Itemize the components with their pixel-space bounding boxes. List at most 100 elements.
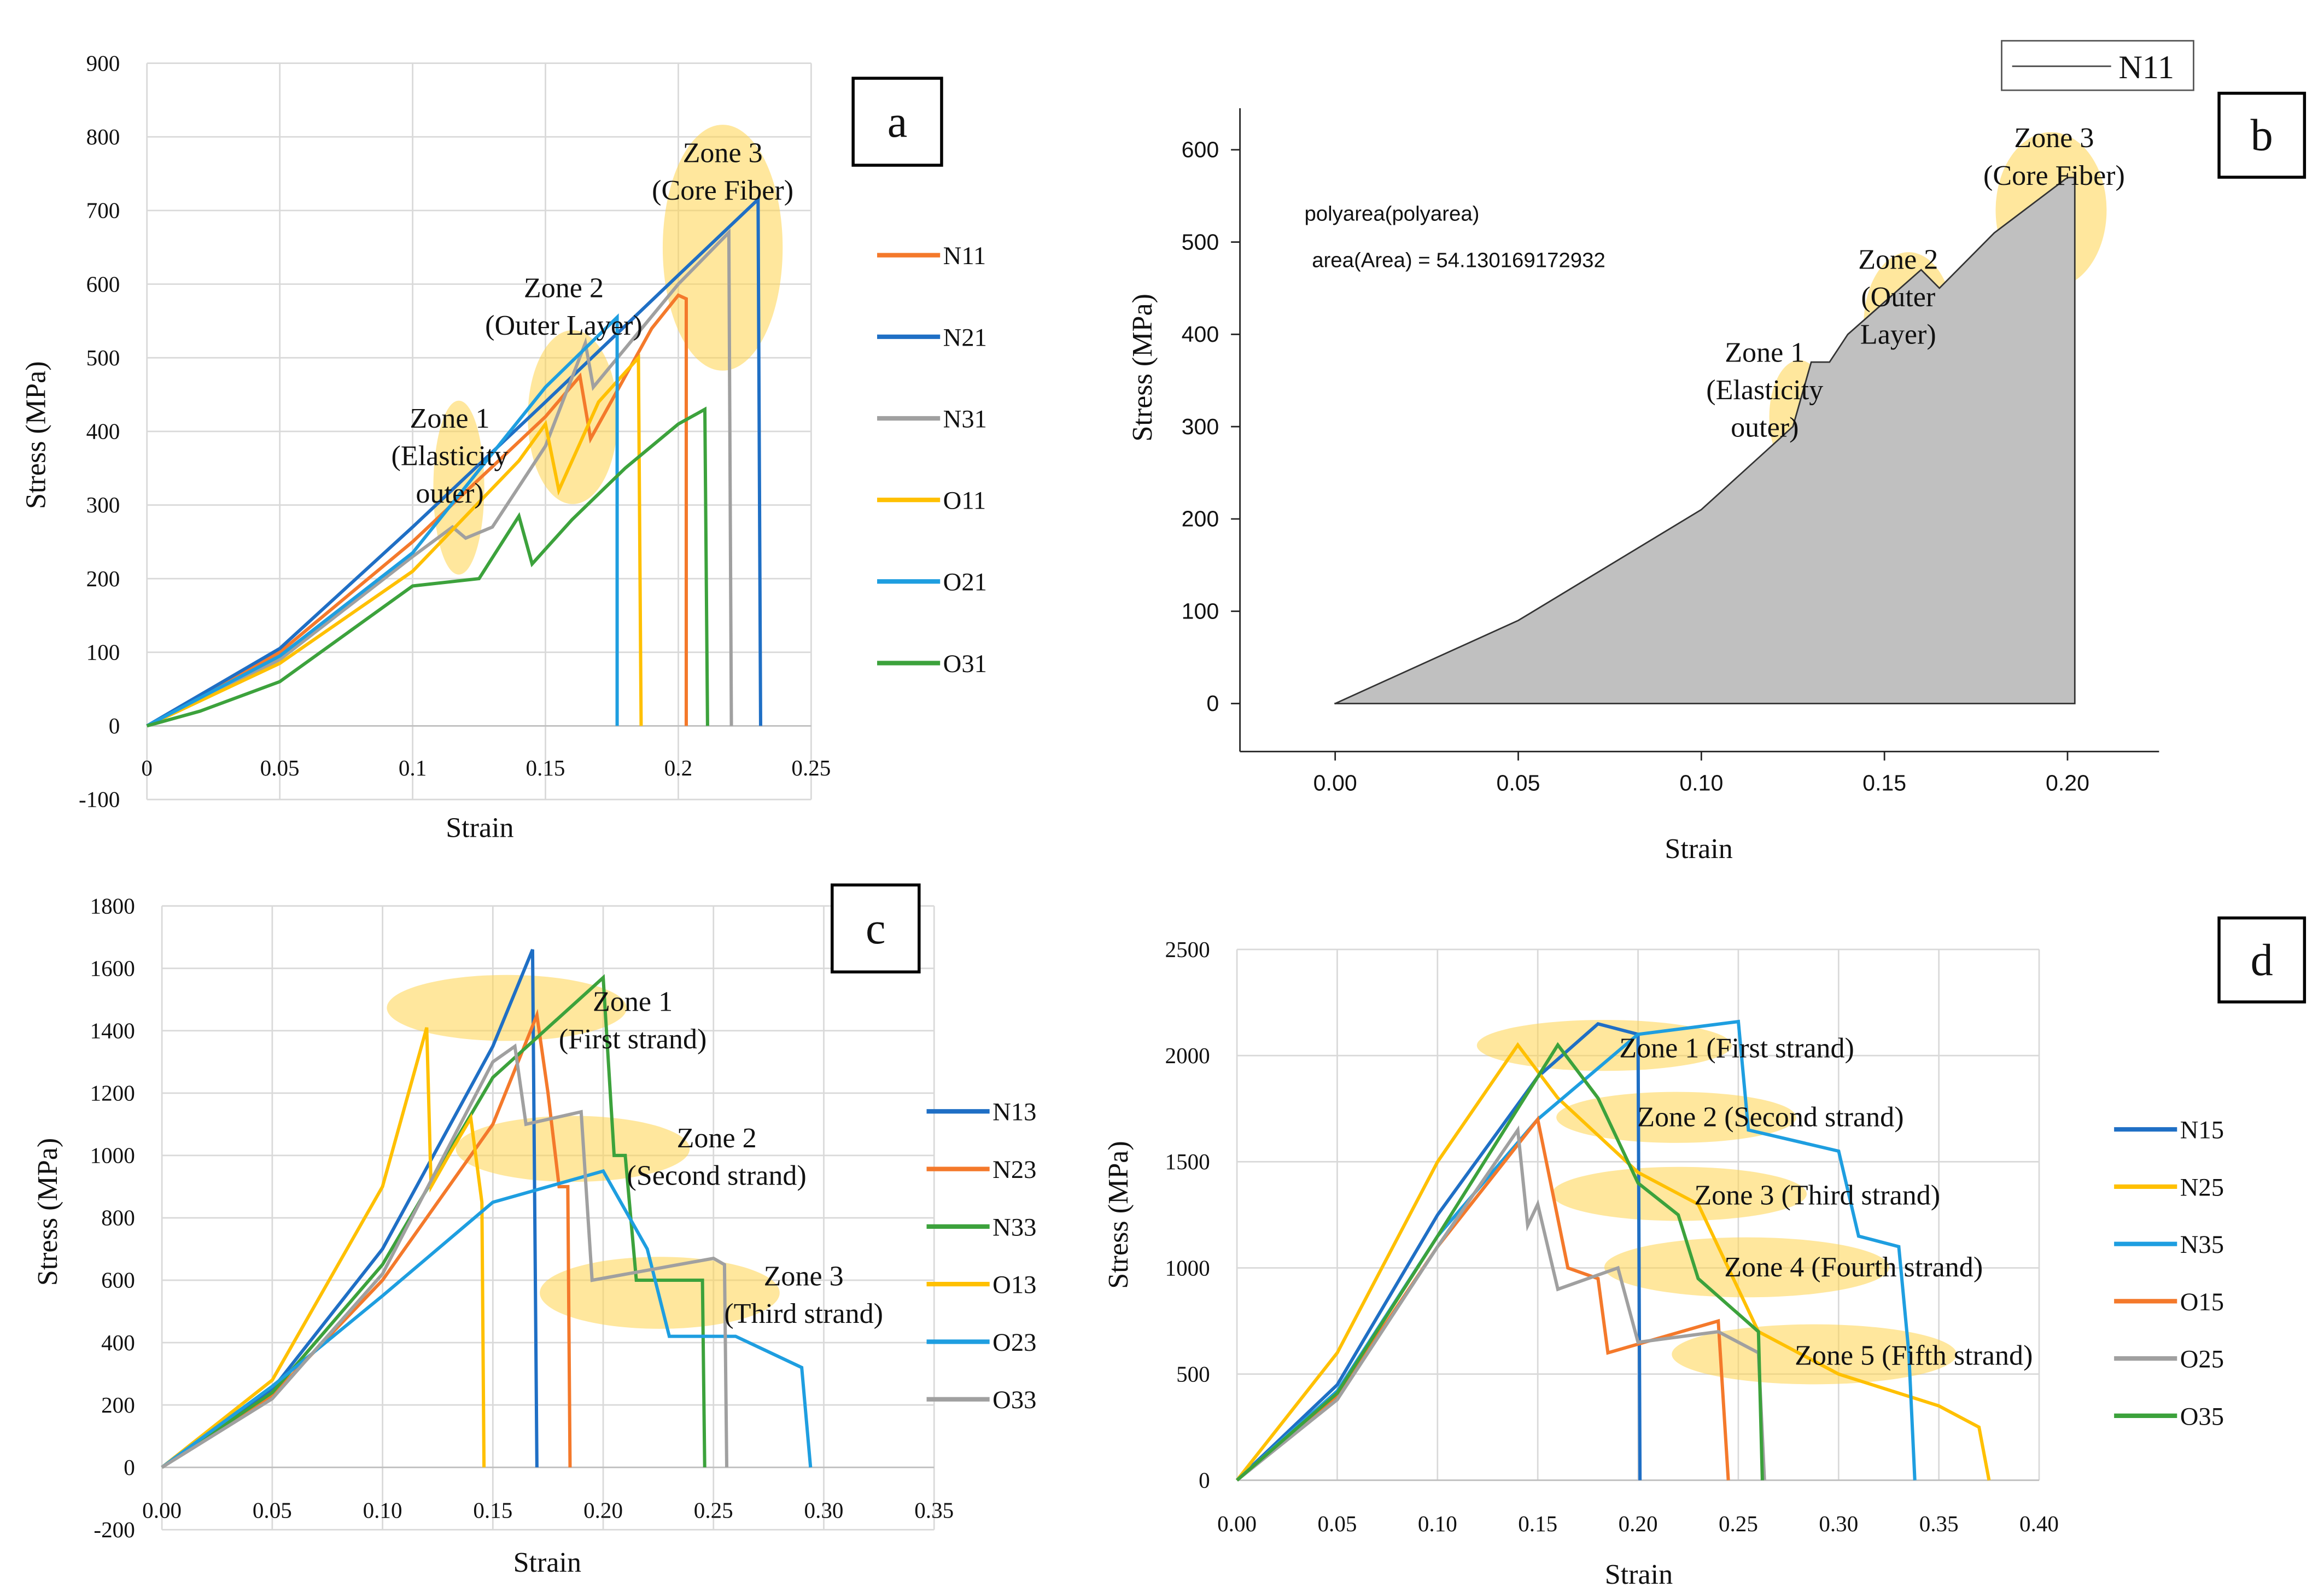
y-tick-label: 200 xyxy=(86,566,120,591)
zone-highlight xyxy=(387,975,627,1041)
legend-label: N21 xyxy=(943,323,987,352)
legend-label: O13 xyxy=(992,1271,1036,1299)
panel-b: 0 100 200 300 400 500 600 0.00 0.05 0.10 0.15 0.20 Z… xyxy=(1127,40,2307,865)
y-tick-label: 0 xyxy=(124,1455,135,1480)
zone-label: (Elasticity xyxy=(1706,375,1823,406)
x-tick-label: 0.35 xyxy=(914,1497,954,1522)
zone-label: Zone 1 (First strand) xyxy=(1619,1033,1854,1064)
zone-highlight xyxy=(1556,1092,1796,1143)
y-tick-label: 600 xyxy=(86,271,120,296)
x-tick-label: 0.30 xyxy=(1819,1511,1858,1536)
x-tick-label: 0.35 xyxy=(1919,1511,1959,1536)
panel-d: 0 500 1000 1500 2000 2500 0.00 0.05 0.10 0.15 0.20… xyxy=(1103,916,2307,1587)
zone-label: Zone 4 (Fourth strand) xyxy=(1724,1252,1983,1283)
zone-highlight xyxy=(1604,1237,1889,1298)
legend-label: O31 xyxy=(943,650,987,678)
legend-label: O21 xyxy=(943,568,987,597)
series-line-N15 xyxy=(1236,1022,1642,1481)
zone-label: Zone 2 xyxy=(677,1123,757,1154)
x-tick-label: 0.00 xyxy=(1217,1511,1257,1536)
legend-label: N25 xyxy=(2180,1173,2224,1201)
y-tick-label: 0 xyxy=(1206,691,1219,716)
zone-label: Zone 2 (Second strand) xyxy=(1637,1102,1903,1133)
series-line-O13 xyxy=(161,1027,486,1469)
y-tick-label: 200 xyxy=(1182,506,1219,532)
x-tick-label: 0.05 xyxy=(1497,771,1540,796)
x-tick-label: 0.30 xyxy=(804,1497,844,1522)
y-tick-label: -100 xyxy=(79,787,120,812)
y-tick-label: 0 xyxy=(1199,1468,1210,1493)
x-tick-label: 0.15 xyxy=(526,755,565,780)
zone-label: Zone 1 xyxy=(593,987,673,1018)
y-tick-label: 1400 xyxy=(90,1018,135,1043)
series-line-N23 xyxy=(161,1008,572,1469)
zone-label: (Third strand) xyxy=(724,1298,883,1329)
zone-label: (Outer Layer) xyxy=(485,310,643,341)
x-tick-label: 0.00 xyxy=(142,1497,182,1522)
series-line-N25 xyxy=(1235,1042,1991,1481)
series-line-O23 xyxy=(161,1169,813,1469)
series-line-O31 xyxy=(146,406,709,728)
x-tick-label: 0.15 xyxy=(1862,771,1906,796)
series-line-N11 xyxy=(146,293,688,727)
legend-label: N31 xyxy=(943,405,987,433)
x-tick-label: 0.10 xyxy=(363,1497,402,1522)
zone-label: Zone 3 xyxy=(683,138,763,169)
zone-label: Zone 3 (Third strand) xyxy=(1694,1180,1940,1211)
x-tick-label: 0.15 xyxy=(1518,1511,1557,1536)
y-axis-label: Stress (MPa) xyxy=(1127,294,1158,442)
y-tick-label: 600 xyxy=(1182,137,1219,162)
series-line-O25 xyxy=(1236,1125,1766,1482)
zone-label: outer) xyxy=(416,478,483,509)
y-tick-label: 1800 xyxy=(90,893,135,918)
y-axis-label: Stress (MPa) xyxy=(1103,1141,1134,1289)
series-line-N21 xyxy=(146,195,762,727)
legend-label: N11 xyxy=(943,242,986,270)
zone-label: Zone 5 (Fifth strand) xyxy=(1795,1340,2033,1372)
zone-highlight xyxy=(662,125,783,371)
y-tick-label: 1600 xyxy=(90,955,135,981)
x-tick-label: 0 xyxy=(141,755,153,780)
zone-label: Zone 2 xyxy=(1858,244,1938,275)
y-tick-label: 2000 xyxy=(1165,1043,1210,1068)
zone-label: (First strand) xyxy=(559,1024,707,1055)
zone-label: (Elasticity xyxy=(392,441,509,472)
zone-label: (Second strand) xyxy=(627,1160,806,1192)
zone-label: (Core Fiber) xyxy=(1983,160,2125,191)
zone-label: Zone 2 xyxy=(524,272,604,304)
zone-label: Zone 1 xyxy=(1725,337,1805,368)
y-tick-label: 0 xyxy=(109,713,120,738)
x-tick-label: 0.20 xyxy=(583,1497,623,1522)
x-axis-label: Strain xyxy=(513,1547,581,1578)
y-tick-label: 400 xyxy=(1182,322,1219,347)
legend-label: O15 xyxy=(2180,1288,2224,1316)
legend-label: O11 xyxy=(943,487,986,515)
panel-label: c xyxy=(866,903,886,953)
legend-label: N23 xyxy=(992,1156,1036,1184)
y-tick-label: 500 xyxy=(1176,1361,1210,1386)
y-tick-label: 1200 xyxy=(90,1081,135,1106)
x-tick-label: 0.25 xyxy=(791,755,831,780)
x-tick-label: 0.25 xyxy=(1719,1511,1758,1536)
zone-label: (Core Fiber) xyxy=(652,175,793,206)
y-tick-label: 100 xyxy=(86,639,120,664)
y-tick-label: 500 xyxy=(86,345,120,370)
legend-label: O25 xyxy=(2180,1345,2224,1374)
polyarea-label: polyarea(polyarea) xyxy=(1304,202,1479,226)
zone-highlight xyxy=(1476,1020,1732,1071)
x-tick-label: 0.1 xyxy=(399,755,427,780)
y-tick-label: 900 xyxy=(86,50,120,75)
y-tick-label: 1000 xyxy=(1165,1255,1210,1280)
x-tick-label: 0.20 xyxy=(2046,771,2089,796)
y-tick-label: 700 xyxy=(86,198,120,223)
legend-label: N13 xyxy=(992,1098,1036,1127)
series-line-O33 xyxy=(161,1043,729,1469)
series-line-N31 xyxy=(146,228,733,728)
zone-label: (Outer xyxy=(1861,282,1935,313)
y-tick-label: 600 xyxy=(101,1268,135,1293)
zone-label: Zone 3 xyxy=(2014,122,2094,154)
zone-highlight xyxy=(456,1116,690,1182)
y-tick-label: 200 xyxy=(101,1392,135,1417)
y-tick-label: 300 xyxy=(1182,414,1219,439)
legend-label: N11 xyxy=(2118,49,2174,86)
